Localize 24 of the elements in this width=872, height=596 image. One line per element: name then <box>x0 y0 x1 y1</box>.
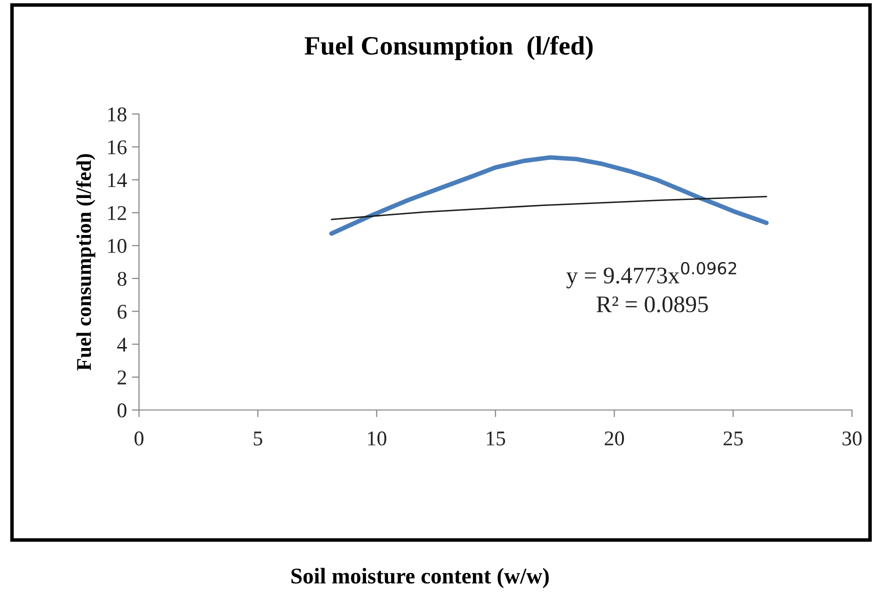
line-series <box>330 196 768 220</box>
y-tick-label: 14 <box>108 173 127 188</box>
y-tick-label: 10 <box>108 238 126 253</box>
y-tick-label: 8 <box>118 272 126 286</box>
line-series <box>329 155 769 236</box>
y-axis-title: Fuel consumption (l/fed) <box>76 154 96 370</box>
x-tick-label: 20 <box>604 431 624 446</box>
x-tick-label: 15 <box>486 432 506 446</box>
annotation: y = 9.4773x$^{0.0962}$ <box>566 262 736 288</box>
x-tick-label: 0 <box>134 431 144 446</box>
chart-title: Fuel Consumption (l/fed) <box>304 36 593 60</box>
annotation: R² = 0.0895 <box>596 296 708 312</box>
x-tick-label: 5 <box>254 432 262 446</box>
y-tick-label: 16 <box>108 140 127 154</box>
y-tick-label: 18 <box>108 107 126 122</box>
x-tick-label: 30 <box>842 431 862 446</box>
x-tick-label: 10 <box>368 431 386 446</box>
y-tick-label: 0 <box>118 403 126 418</box>
y-tick-label: 4 <box>117 338 127 352</box>
x-tick-label: 25 <box>724 431 743 446</box>
y-tick-label: 2 <box>118 370 126 384</box>
text: Soil moisture content (w/w) <box>291 568 549 588</box>
y-tick-label: 6 <box>118 304 127 319</box>
y-tick-label: 12 <box>108 206 126 220</box>
